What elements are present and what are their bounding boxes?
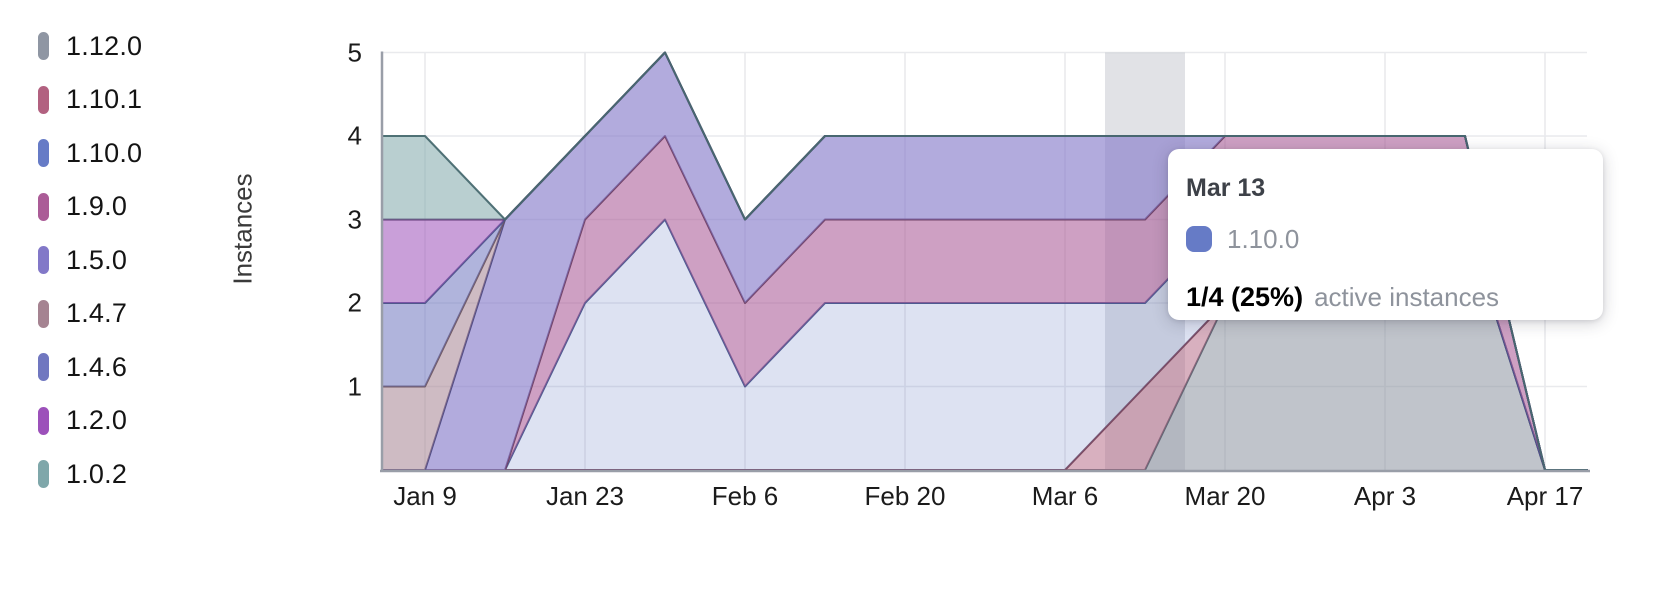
y-tick-label-4: 4 xyxy=(347,120,362,151)
tooltip-value-row: 1/4 (25%) active instances xyxy=(1186,282,1583,313)
legend-label: 1.5.0 xyxy=(66,244,128,275)
legend-swatch-icon xyxy=(38,460,49,488)
legend-label: 1.2.0 xyxy=(66,405,128,435)
legend-item-1.2.0[interactable]: 1.2.0 xyxy=(38,401,127,441)
legend-item-1.10.1[interactable]: 1.10.1 xyxy=(38,80,142,120)
legend-item-1.4.7[interactable]: 1.4.7 xyxy=(38,294,127,334)
y-tick-label-5: 5 xyxy=(347,37,362,67)
y-tick-label-2: 2 xyxy=(347,287,362,318)
x-tick-label: Apr 17 xyxy=(1506,481,1584,511)
y-tick-label-3: 3 xyxy=(347,204,362,234)
x-tick-label: Feb 6 xyxy=(711,481,779,511)
chart-tooltip: Mar 13 1.10.0 1/4 (25%) active instances xyxy=(1168,149,1603,320)
legend-label: 1.4.6 xyxy=(66,351,128,382)
tooltip-value: 1/4 (25%) xyxy=(1186,281,1304,312)
y-tick-label-1: 1 xyxy=(347,371,362,401)
legend-swatch-icon xyxy=(38,139,49,167)
legend-swatch-icon xyxy=(38,192,49,221)
legend-label: 1.10.1 xyxy=(66,84,143,114)
legend-label: 1.0.2 xyxy=(66,458,128,489)
legend-label: 1.12.0 xyxy=(66,30,143,61)
legend-item-1.12.0[interactable]: 1.12.0 xyxy=(38,26,142,66)
legend-swatch-icon xyxy=(38,85,49,114)
legend-label: 1.10.0 xyxy=(66,137,143,168)
area-1.5.0[interactable] xyxy=(382,52,1587,471)
legend-label: 1.9.0 xyxy=(66,191,128,221)
legend-swatch-icon xyxy=(38,32,49,60)
x-tick-label: Jan 9 xyxy=(393,481,457,511)
legend-swatch-icon xyxy=(38,246,49,274)
legend-item-1.10.0[interactable]: 1.10.0 xyxy=(38,133,142,173)
legend-swatch-icon xyxy=(38,299,49,328)
x-tick-label: Mar 20 xyxy=(1184,481,1266,511)
tooltip-series-row: 1.10.0 xyxy=(1186,224,1583,255)
x-tick-label: Mar 6 xyxy=(1031,481,1099,511)
area-1.10.0[interactable] xyxy=(382,219,1587,471)
legend-label: 1.4.7 xyxy=(66,298,128,328)
legend-swatch-icon xyxy=(38,406,49,435)
legend-item-1.9.0[interactable]: 1.9.0 xyxy=(38,187,127,227)
tooltip-value-suffix: active instances xyxy=(1314,281,1500,312)
chart-legend: 1.12.0 1.10.1 1.10.0 1.9.0 1.5.0 1.4.7 1.4.6 1.… xyxy=(0,0,230,592)
legend-swatch-icon xyxy=(38,353,49,381)
series-color-swatch-icon xyxy=(1186,226,1212,252)
legend-item-1.0.2[interactable]: 1.0.2 xyxy=(38,454,127,494)
legend-item-1.5.0[interactable]: 1.5.0 xyxy=(38,240,127,280)
tooltip-series-name: 1.10.0 xyxy=(1227,223,1300,254)
x-tick-label: Jan 23 xyxy=(545,481,625,511)
tooltip-date: Mar 13 xyxy=(1186,174,1266,202)
x-tick-label: Apr 3 xyxy=(1353,481,1417,511)
x-tick-label: Feb 20 xyxy=(864,481,946,511)
legend-item-1.4.6[interactable]: 1.4.6 xyxy=(38,347,127,387)
line-1.0.2 xyxy=(381,51,1588,471)
